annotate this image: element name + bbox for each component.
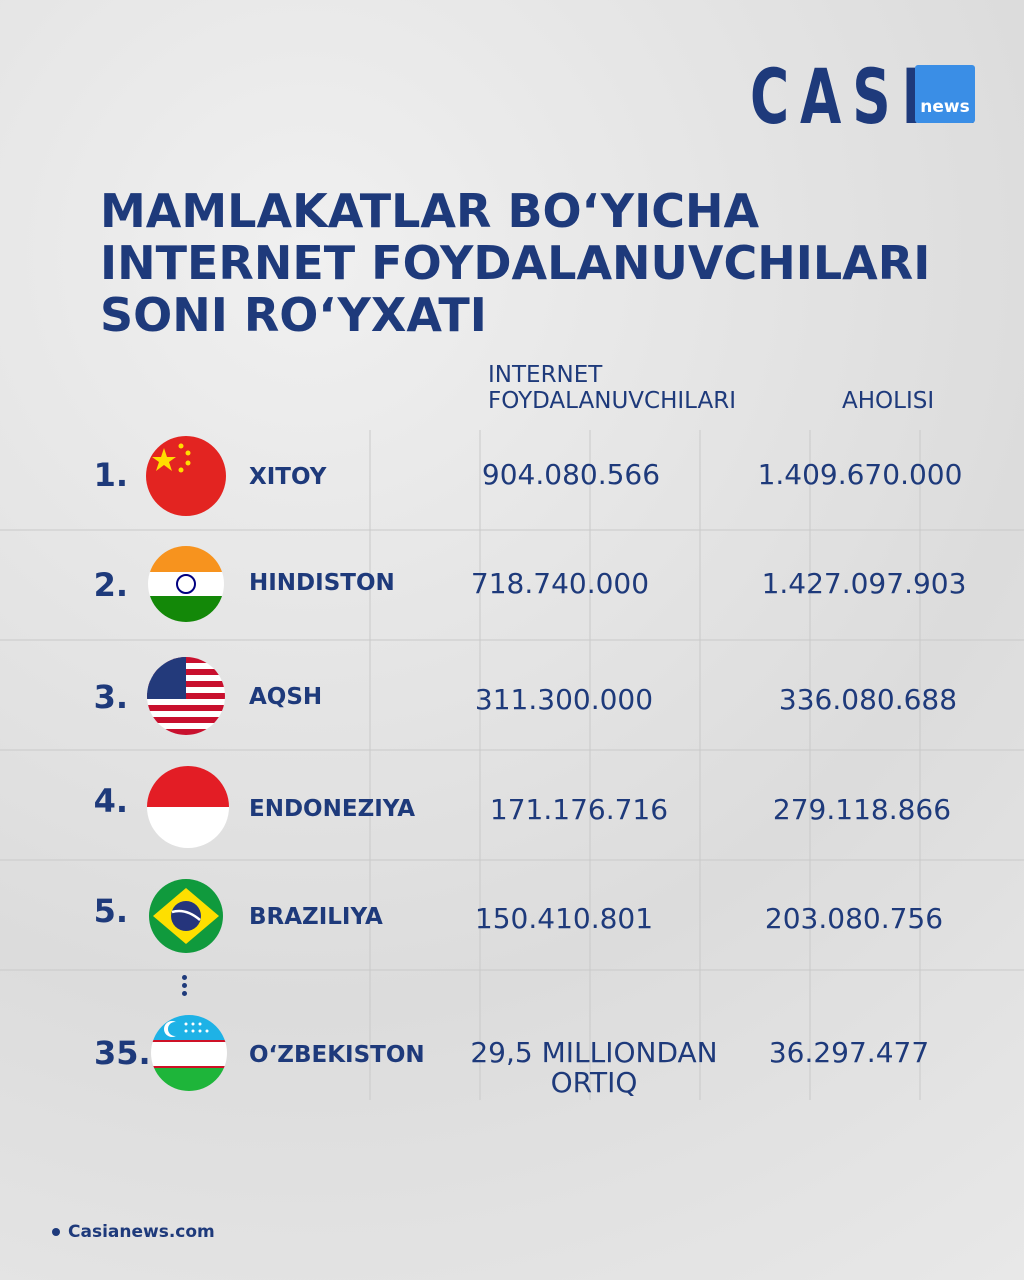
flag-brazil: [149, 879, 223, 953]
population: 279.118.866: [772, 793, 952, 826]
country: AQSH: [249, 684, 323, 710]
internet-users: 150.410.801: [474, 902, 654, 935]
title: MAMLAKATLAR BO‘YICHA INTERNET FOYDALANUV…: [100, 185, 930, 341]
internet-users: 29,5 MILLIONDAN ORTIQ: [470, 1036, 718, 1099]
title-line: MAMLAKATLAR BO‘YICHA: [100, 184, 760, 238]
rank: 4.: [93, 782, 128, 820]
rank: 1.: [93, 456, 128, 494]
population: 1.409.670.000: [757, 458, 963, 491]
population: 1.427.097.903: [761, 567, 967, 600]
ellipsis: [182, 975, 188, 999]
rank: 35.: [94, 1034, 151, 1072]
country: O‘ZBEKISTON: [249, 1042, 425, 1068]
country: XITOY: [249, 464, 327, 490]
internet-users: 718.740.000: [470, 567, 650, 600]
flag-usa: [147, 657, 225, 735]
footer-url: Casianews.com: [52, 1222, 215, 1242]
title-line: SONI RO‘YXATI: [100, 288, 487, 342]
rank: 5.: [93, 892, 128, 930]
internet-users: 311.300.000: [474, 683, 654, 716]
flag-indonesia: [147, 766, 229, 848]
population: 36.297.477: [768, 1036, 930, 1069]
title-line: INTERNET FOYDALANUVCHILARI: [100, 236, 931, 290]
country: BRAZILIYA: [249, 904, 383, 930]
population: 336.080.688: [778, 683, 958, 716]
internet-users: 171.176.716: [489, 793, 669, 826]
flag-india: [148, 546, 224, 622]
logo-tag: news: [915, 65, 975, 123]
rank: 2.: [93, 566, 128, 604]
rank: 3.: [93, 678, 128, 716]
population: 203.080.756: [764, 902, 944, 935]
country: ENDONEZIYA: [249, 796, 416, 822]
flag-china: [146, 436, 226, 516]
internet-users: 904.080.566: [481, 458, 661, 491]
country: HINDISTON: [249, 570, 395, 596]
column-header: AHOLISI: [842, 388, 935, 414]
column-header: INTERNET FOYDALANUVCHILARI: [488, 362, 736, 414]
flag-uzbekistan: [151, 1015, 227, 1091]
